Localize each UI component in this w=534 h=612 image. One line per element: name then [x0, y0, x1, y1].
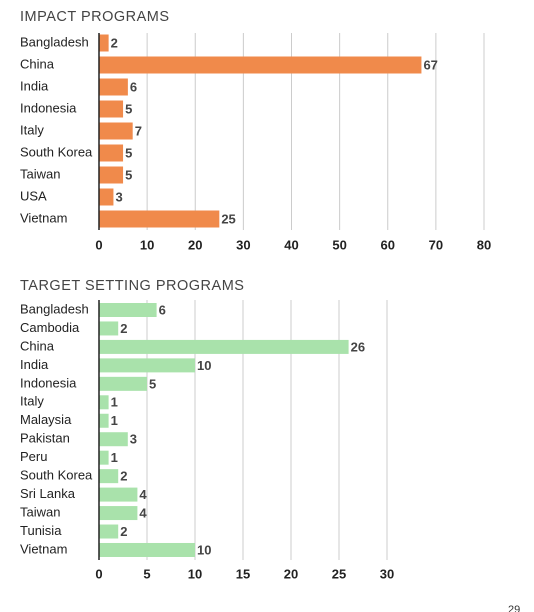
value-label: 4	[139, 487, 147, 502]
bar	[99, 144, 124, 162]
y-tick-label: Cambodia	[20, 320, 80, 335]
y-tick-label: USA	[20, 188, 47, 203]
value-label: 5	[125, 167, 132, 182]
y-tick-label: India	[20, 357, 49, 372]
y-tick-label: China	[20, 338, 55, 353]
y-tick-label: Sri Lanka	[20, 486, 76, 501]
x-tick-label: 20	[284, 566, 298, 581]
value-label: 1	[111, 395, 118, 410]
x-tick-label: 60	[381, 237, 395, 252]
value-label: 2	[120, 469, 127, 484]
y-tick-label: China	[20, 56, 55, 71]
x-tick-label: 5	[143, 566, 150, 581]
bar	[99, 100, 124, 118]
value-label: 5	[125, 101, 132, 116]
y-tick-label: South Korea	[20, 144, 93, 159]
value-label: 10	[197, 542, 211, 557]
value-label: 5	[149, 376, 156, 391]
x-tick-label: 80	[477, 237, 491, 252]
value-label: 2	[120, 524, 127, 539]
bar	[99, 303, 157, 317]
value-label: 1	[111, 413, 118, 428]
y-tick-label: Italy	[20, 122, 44, 137]
y-tick-label: Vietnam	[20, 210, 67, 225]
x-tick-label: 40	[284, 237, 298, 252]
x-tick-label: 0	[95, 566, 102, 581]
x-tick-label: 10	[188, 566, 202, 581]
y-tick-label: Pakistan	[20, 431, 70, 446]
y-tick-label: Tunisia	[20, 523, 62, 538]
value-label: 3	[115, 189, 122, 204]
y-tick-label: Malaysia	[20, 412, 72, 427]
bar	[99, 376, 147, 391]
bar	[99, 358, 195, 373]
y-tick-label: Indonesia	[20, 375, 77, 390]
x-tick-label: 50	[332, 237, 346, 252]
bar	[99, 469, 119, 484]
bar	[99, 395, 109, 410]
bar	[99, 56, 422, 74]
x-tick-label: 15	[236, 566, 250, 581]
y-tick-label: India	[20, 78, 49, 93]
y-tick-label: Italy	[20, 394, 44, 409]
chart-title: IMPACT PROGRAMS	[20, 9, 170, 25]
x-tick-label: 70	[429, 237, 443, 252]
y-tick-label: South Korea	[20, 468, 93, 483]
bar	[99, 188, 114, 206]
bar	[99, 524, 119, 539]
value-label: 7	[135, 123, 142, 138]
x-tick-label: 30	[380, 566, 394, 581]
bar	[99, 210, 220, 228]
y-tick-label: Taiwan	[20, 166, 60, 181]
bar	[99, 34, 109, 52]
value-label: 2	[120, 321, 127, 336]
x-tick-label: 20	[188, 237, 202, 252]
value-label: 67	[423, 57, 437, 72]
x-tick-label: 25	[332, 566, 346, 581]
bar	[99, 506, 138, 521]
y-tick-label: Vietnam	[20, 541, 67, 556]
value-label: 25	[221, 211, 235, 226]
value-label: 6	[130, 79, 137, 94]
bar	[99, 487, 138, 502]
page-number: 29	[508, 604, 520, 612]
value-label: 1	[111, 450, 118, 465]
y-tick-label: Peru	[20, 449, 47, 464]
bar	[99, 542, 195, 557]
value-label: 3	[130, 432, 137, 447]
x-tick-label: 30	[236, 237, 250, 252]
value-label: 4	[139, 505, 147, 520]
bar	[99, 122, 133, 140]
y-tick-label: Taiwan	[20, 504, 60, 519]
y-tick-label: Indonesia	[20, 100, 77, 115]
y-tick-label: Bangladesh	[20, 301, 89, 316]
bar	[99, 413, 109, 428]
bar	[99, 78, 128, 96]
bar	[99, 432, 128, 447]
bar	[99, 450, 109, 465]
value-label: 5	[125, 145, 132, 160]
bar	[99, 321, 119, 336]
value-label: 6	[159, 302, 166, 317]
bar	[99, 339, 349, 354]
value-label: 10	[197, 358, 211, 373]
value-label: 2	[111, 35, 118, 50]
y-tick-label: Bangladesh	[20, 34, 89, 49]
x-tick-label: 0	[95, 237, 102, 252]
x-tick-label: 10	[140, 237, 154, 252]
value-label: 26	[351, 339, 365, 354]
bar	[99, 166, 124, 184]
chart-title: TARGET SETTING PROGRAMS	[20, 278, 244, 294]
